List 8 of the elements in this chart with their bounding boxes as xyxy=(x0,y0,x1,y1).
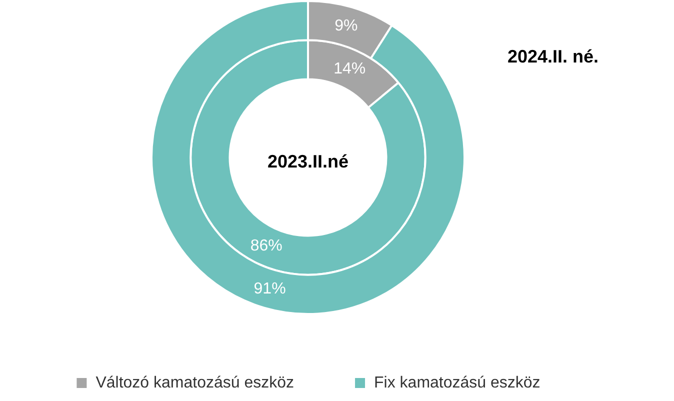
slice-label: 2024.II. né. xyxy=(507,46,599,66)
data-label: 86% xyxy=(250,237,282,254)
data-label: 9% xyxy=(334,17,358,34)
legend-label: Változó kamatozású eszköz xyxy=(96,374,294,392)
data-label: 91% xyxy=(254,280,286,298)
legend-label: Fix kamatozású eszköz xyxy=(374,374,540,392)
slice-label: 2023.II.né xyxy=(267,151,349,172)
data-label: 14% xyxy=(334,60,366,78)
